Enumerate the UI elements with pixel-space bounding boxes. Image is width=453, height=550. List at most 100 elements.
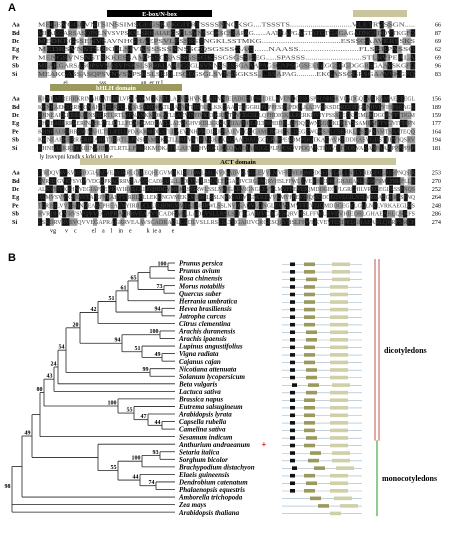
residue-shade bbox=[365, 103, 370, 111]
protein-domain bbox=[330, 443, 348, 448]
residue-shade bbox=[129, 95, 134, 103]
residue-shade bbox=[83, 201, 88, 210]
residue-shade bbox=[208, 169, 213, 177]
residue-shade bbox=[159, 218, 164, 226]
residue-shade bbox=[100, 21, 105, 29]
residue-shade bbox=[239, 201, 244, 210]
residue-shade bbox=[400, 185, 405, 193]
residue-shade bbox=[144, 177, 149, 185]
residue-shade bbox=[350, 103, 355, 111]
sequence-text: KHNEAERRRRERINAHLTTLRTLLPDAKKMDKATLLAEVI… bbox=[38, 129, 416, 135]
protein-domain bbox=[306, 368, 317, 372]
residue-shade bbox=[124, 136, 129, 144]
residue-shade bbox=[54, 210, 59, 218]
residue-shade bbox=[360, 218, 365, 226]
residue-shade bbox=[170, 127, 175, 136]
residue-shade bbox=[301, 95, 306, 103]
residue-shade bbox=[288, 169, 292, 177]
residue-shade bbox=[157, 193, 162, 202]
residue-shade bbox=[262, 70, 268, 78]
sequence-text: RVRDHGVRVSVQVVEGAPRAGRRVEAAVSCADRAGLLADL… bbox=[38, 212, 415, 218]
residue-shade bbox=[251, 111, 256, 119]
residue-shade bbox=[270, 185, 275, 193]
residue-shade bbox=[381, 193, 386, 202]
residue-shade bbox=[185, 119, 189, 128]
residue-shade bbox=[301, 144, 306, 152]
residue-shade bbox=[329, 193, 334, 202]
residue-shade bbox=[395, 144, 400, 152]
residue-shade bbox=[201, 53, 206, 62]
residue-shade bbox=[38, 218, 43, 226]
residue-shade bbox=[371, 136, 376, 144]
bootstrap-value: 42 bbox=[91, 307, 97, 313]
residue-shade bbox=[48, 177, 53, 185]
protein-domain bbox=[292, 466, 297, 470]
residue-shade bbox=[109, 70, 115, 78]
bootstrap-value: 100 bbox=[150, 329, 159, 335]
residue-shade bbox=[376, 127, 381, 136]
residue-shade bbox=[312, 201, 317, 210]
residue-shade bbox=[138, 193, 143, 202]
taxon-name: Arabidopsis thaliana bbox=[178, 509, 240, 517]
residue-shade bbox=[156, 185, 161, 193]
residue-shade bbox=[255, 169, 260, 177]
residue-shade bbox=[191, 136, 196, 144]
residue-shade bbox=[114, 177, 119, 185]
protein-domain bbox=[304, 285, 315, 289]
residue-shade bbox=[263, 185, 268, 193]
residue-shade bbox=[103, 169, 108, 177]
residue-shade bbox=[230, 218, 235, 226]
sequence-end-position: 274 bbox=[432, 219, 441, 226]
residue-shade bbox=[117, 169, 122, 177]
residue-shade bbox=[388, 103, 393, 111]
residue-shade bbox=[198, 193, 203, 202]
residue-shade bbox=[110, 201, 115, 210]
residue-shade bbox=[154, 103, 159, 111]
residue-shade bbox=[243, 29, 249, 37]
residue-shade bbox=[180, 95, 185, 103]
residue-shade bbox=[200, 119, 205, 128]
residue-shade bbox=[125, 53, 131, 62]
residue-shade bbox=[369, 103, 374, 111]
residue-shade bbox=[257, 95, 262, 103]
residue-shade bbox=[170, 29, 176, 37]
residue-shade bbox=[235, 177, 240, 185]
residue-shade bbox=[197, 169, 202, 177]
residue-shade bbox=[262, 210, 267, 218]
residue-shade bbox=[234, 103, 239, 111]
residue-shade bbox=[375, 218, 380, 226]
residue-shade bbox=[346, 62, 351, 70]
protein-domain bbox=[290, 300, 295, 304]
residue-shade bbox=[53, 21, 58, 29]
residue-shade bbox=[222, 185, 227, 193]
residue-shade bbox=[362, 193, 367, 202]
residue-shade bbox=[265, 136, 270, 144]
residue-shade bbox=[387, 218, 392, 226]
residue-shade bbox=[257, 144, 263, 152]
residue-shade bbox=[393, 177, 397, 185]
residue-shade bbox=[283, 119, 288, 128]
residue-shade bbox=[73, 144, 78, 152]
residue-shade bbox=[299, 193, 304, 202]
residue-shade bbox=[91, 45, 97, 54]
residue-shade bbox=[140, 201, 145, 210]
protein-domain bbox=[332, 383, 350, 387]
residue-shade bbox=[375, 136, 380, 144]
residue-shade bbox=[111, 177, 116, 185]
residue-shade bbox=[323, 95, 328, 103]
residue-shade bbox=[257, 177, 262, 185]
residue-shade bbox=[202, 210, 207, 218]
residue-shade bbox=[332, 136, 337, 144]
residue-shade bbox=[140, 144, 145, 152]
residue-shade bbox=[388, 111, 393, 119]
residue-shade bbox=[217, 62, 223, 70]
residue-shade bbox=[380, 127, 385, 136]
residue-shade bbox=[141, 45, 146, 54]
residue-shade bbox=[374, 185, 379, 193]
residue-shade bbox=[132, 29, 137, 37]
residue-shade bbox=[45, 218, 50, 226]
residue-shade bbox=[345, 95, 350, 103]
bootstrap-value: 80 bbox=[37, 387, 43, 393]
residue-shade bbox=[38, 169, 42, 177]
residue-shade bbox=[230, 136, 235, 144]
